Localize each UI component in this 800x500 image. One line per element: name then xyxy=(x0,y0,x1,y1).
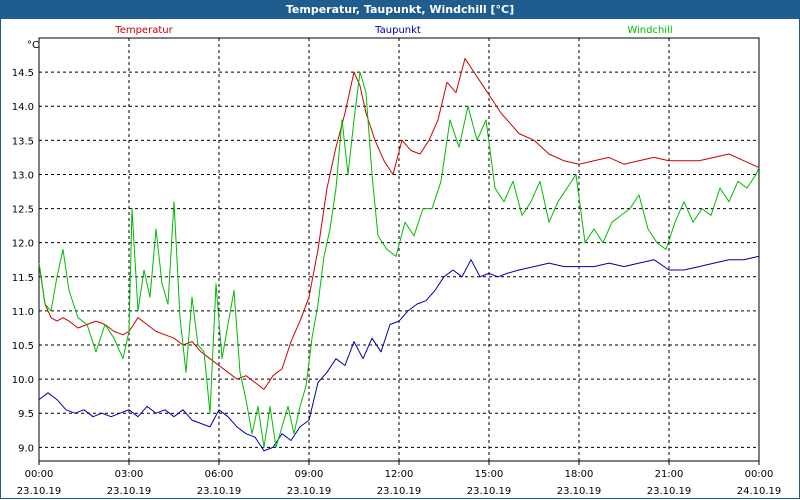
grid xyxy=(39,38,759,461)
x-tick-time: 03:00 xyxy=(115,469,144,480)
x-tick-date: 23.10.19 xyxy=(647,486,692,497)
series-line-taupunkt xyxy=(38,255,760,452)
x-tick-time: 18:00 xyxy=(565,469,594,480)
x-tick-date: 23.10.19 xyxy=(467,486,512,497)
x-tick-date: 24.10.19 xyxy=(737,486,782,497)
x-tick-time: 15:00 xyxy=(475,469,504,480)
x-tick-time: 00:00 xyxy=(25,469,54,480)
y-tick-label: 10.5 xyxy=(12,341,34,352)
series-lines xyxy=(38,58,760,452)
y-tick-label: 12.0 xyxy=(12,239,34,250)
x-tick-time: 21:00 xyxy=(655,469,684,480)
y-tick-label: 13.0 xyxy=(12,170,34,181)
y-tick-label: 11.5 xyxy=(12,273,34,284)
x-tick-time: 00:00 xyxy=(745,469,774,480)
x-tick-time: 06:00 xyxy=(205,469,234,480)
legend-windchill: Windchill xyxy=(627,25,672,36)
series-line-windchill xyxy=(38,71,760,448)
y-tick-label: 9.5 xyxy=(18,409,34,420)
y-tick-label: 14.0 xyxy=(12,102,34,113)
y-axis-unit: °C xyxy=(27,40,39,51)
x-tick-date: 23.10.19 xyxy=(377,486,422,497)
x-axis: 00:00 23.10.19 03:00 23.10.19 06:00 23.10.19 0… xyxy=(17,461,782,497)
x-tick-date: 23.10.19 xyxy=(17,486,62,497)
x-tick-time: 12:00 xyxy=(385,469,414,480)
x-tick-date: 23.10.19 xyxy=(287,486,332,497)
x-tick-time: 09:00 xyxy=(295,469,324,480)
legend: Temperatur Taupunkt Windchill xyxy=(114,25,672,36)
legend-temperatur: Temperatur xyxy=(114,25,173,36)
legend-taupunkt: Taupunkt xyxy=(374,25,421,36)
x-tick-date: 23.10.19 xyxy=(197,486,242,497)
chart-title: Temperatur, Taupunkt, Windchill [°C] xyxy=(0,0,800,19)
y-tick-label: 14.5 xyxy=(12,68,34,79)
y-tick-label: 12.5 xyxy=(12,205,34,216)
y-axis: 9.0 9.5 10.0 10.5 11.0 11.5 12.0 12.5 13.0 13.5 14… xyxy=(12,68,34,454)
y-tick-label: 10.0 xyxy=(12,375,34,386)
x-tick-date: 23.10.19 xyxy=(107,486,152,497)
x-tick-date: 23.10.19 xyxy=(557,486,602,497)
y-tick-label: 11.0 xyxy=(12,307,34,318)
y-tick-label: 13.5 xyxy=(12,136,34,147)
y-tick-label: 9.0 xyxy=(18,443,34,454)
